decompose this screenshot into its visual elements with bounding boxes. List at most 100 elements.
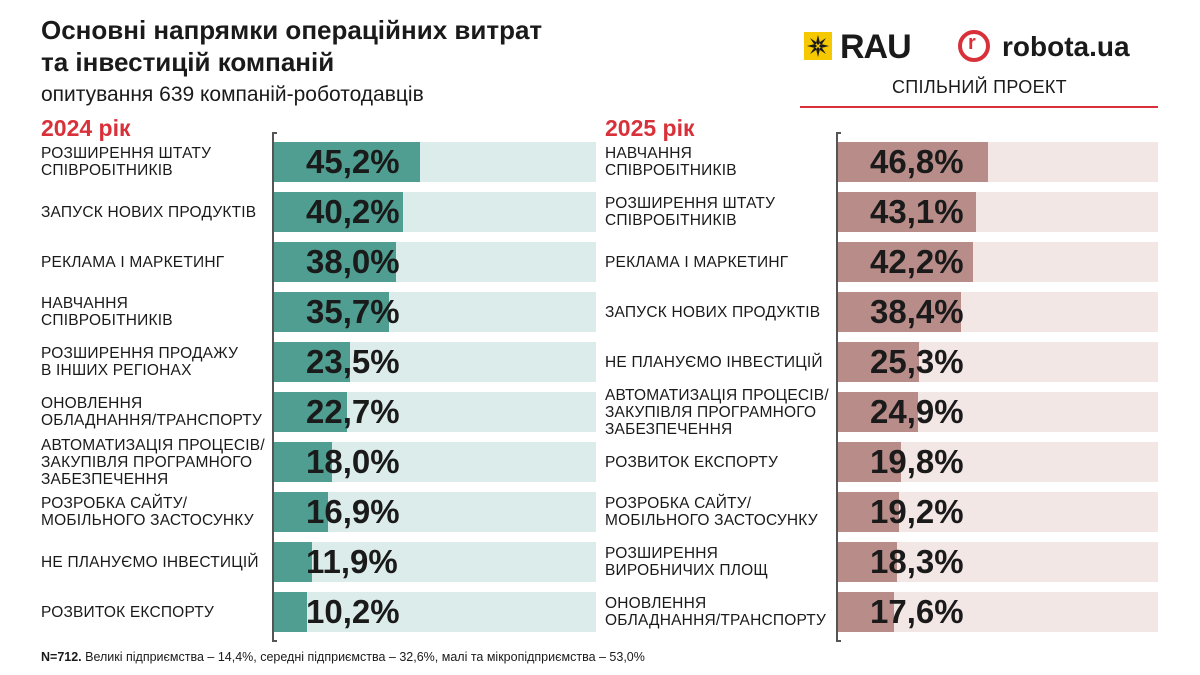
chart-subtitle: опитування 639 компаній-роботодавців [41, 83, 424, 106]
bar-value-label-2025-1: 46,8% [870, 143, 964, 180]
category-label-2024-4: Навчання співробітників [41, 292, 266, 332]
bar-value-label-2025-3: 42,2% [870, 243, 964, 280]
bar-value-label-2025-4: 38,4% [870, 293, 964, 330]
footnote: N=712. Великі підприємства – 14,4%, сере… [41, 649, 645, 665]
bar-2024-5 [274, 342, 350, 382]
category-label-text: Оновлення обладнання/транспорту [41, 395, 262, 429]
category-label-line: Запуск нових продуктів [605, 303, 821, 321]
bar-2025-1 [838, 142, 988, 182]
bar-value-label-2025-2: 43,1% [870, 193, 964, 230]
category-label-line: Автоматизація процесів/ [41, 436, 265, 454]
category-label-2025-10: Оновлення обладнання/транспорту [605, 592, 830, 632]
axis-line-2024 [272, 132, 274, 642]
category-label-line: закупівля програмного [41, 453, 253, 471]
bar-2024-6 [274, 392, 347, 432]
category-label-line: Розвиток експорту [605, 453, 778, 471]
robota-logo-text: robota.ua [1002, 31, 1130, 62]
category-label-2025-1: Навчання співробітників [605, 142, 830, 182]
category-label-line: в інших регіонах [41, 362, 192, 379]
category-label-text: Автоматизація процесів/закупівля програм… [41, 437, 265, 488]
category-label-text: Запуск нових продуктів [605, 304, 820, 321]
category-label-2024-3: Реклама і маркетинг [41, 242, 266, 282]
category-label-text: Розвиток експорту [41, 604, 214, 621]
bar-value-label-2024-1: 45,2% [306, 143, 400, 180]
category-label-2024-7: Автоматизація процесів/закупівля програм… [41, 437, 266, 488]
category-label-line: мобільного застосунку [605, 512, 818, 529]
category-label-line: Розробка сайту/ [605, 495, 752, 512]
bar-2025-3 [838, 242, 973, 282]
bar-2025-10 [838, 592, 894, 632]
category-label-line: мобільного застосунку [41, 512, 254, 529]
bar-2024-4 [274, 292, 389, 332]
bar-2024-7 [274, 442, 332, 482]
bar-value-label-2024-3: 38,0% [306, 243, 400, 280]
category-label-2025-3: Реклама і маркетинг [605, 242, 830, 282]
partner-logos: RAU r robota.ua СПІЛЬНИЙ ПРОЕКТ [800, 26, 1160, 110]
bar-track-2024-9 [274, 542, 596, 582]
year-2025-heading: 2025 рік [605, 115, 695, 141]
category-label-2025-5: Не плануємо інвестицій [605, 342, 830, 382]
category-label-text: Реклама і маркетинг [605, 254, 788, 271]
category-label-text: Розробка сайту/мобільного застосунку [605, 495, 818, 529]
bar-value-label-2024-6: 22,7% [306, 393, 400, 430]
bar-2025-4 [838, 292, 961, 332]
category-label-text: Реклама і маркетинг [41, 254, 224, 271]
footnote-sample-size: N=712. [41, 650, 82, 664]
category-label-text: Автоматизація процесів/закупівля програм… [605, 387, 829, 438]
rau-star-icon [804, 32, 832, 60]
axis-cap-top-2024 [272, 132, 277, 134]
bar-value-label-2025-6: 24,9% [870, 393, 964, 430]
category-label-2024-2: Запуск нових продуктів [41, 192, 266, 232]
bar-2025-9 [838, 542, 897, 582]
bar-track-2024-4 [274, 292, 596, 332]
bar-track-2025-2 [838, 192, 1158, 232]
logo-divider [800, 106, 1158, 108]
bar-2024-9 [274, 542, 312, 582]
bar-2025-8 [838, 492, 899, 532]
category-label-2024-9: Не плануємо інвестицій [41, 542, 266, 582]
bar-2024-2 [274, 192, 403, 232]
category-label-2024-6: Оновлення обладнання/транспорту [41, 392, 266, 432]
category-label-text: Розвиток експорту [605, 454, 778, 471]
category-label-2025-9: Розширення виробничих площ [605, 542, 830, 582]
bar-track-2025-5 [838, 342, 1158, 382]
category-label-line: Автоматизація процесів/ [605, 386, 829, 404]
category-label-2024-8: Розробка сайту/мобільного застосунку [41, 492, 266, 532]
category-label-text: Не плануємо інвестицій [605, 354, 823, 371]
category-label-line: виробничих площ [605, 562, 769, 579]
category-label-text: Навчання співробітників [41, 295, 173, 329]
bar-track-2025-3 [838, 242, 1158, 282]
bar-track-2024-3 [274, 242, 596, 282]
category-label-2025-2: Розширення штату співробітників [605, 192, 830, 232]
bar-value-label-2024-7: 18,0% [306, 443, 400, 480]
category-label-text: Розширення штату співробітників [41, 145, 211, 179]
category-label-line: Запуск нових продуктів [41, 203, 257, 221]
category-label-line: закупівля програмного [605, 403, 817, 421]
rau-logo-text: RAU [840, 28, 912, 66]
bar-track-2024-10 [274, 592, 596, 632]
category-label-text: Розробка сайту/мобільного застосунку [41, 495, 254, 529]
category-label-2024-10: Розвиток експорту [41, 592, 266, 632]
category-label-line: обладнання/транспорту [41, 412, 263, 429]
bar-track-2025-9 [838, 542, 1158, 582]
category-label-2024-1: Розширення штату співробітників [41, 142, 266, 182]
robota-mark-letter: r [968, 32, 976, 54]
axis-cap-top-2025 [836, 132, 841, 134]
category-label-line: забезпечення [605, 420, 733, 438]
category-label-2025-7: Розвиток експорту [605, 442, 830, 482]
bar-track-2024-5 [274, 342, 596, 382]
category-label-line: Оновлення [41, 395, 143, 412]
bar-value-label-2024-9: 11,9% [306, 543, 398, 580]
category-label-line: Розширення штату [41, 145, 212, 162]
category-label-line: співробітників [605, 162, 737, 179]
title-line-1: Основні напрямки операційних витрат [41, 15, 543, 45]
category-label-text: Розширення виробничих площ [605, 545, 768, 579]
category-label-line: Реклама і маркетинг [41, 253, 225, 271]
category-label-2025-4: Запуск нових продуктів [605, 292, 830, 332]
category-label-2024-5: Розширення продажу в інших регіонах [41, 342, 266, 382]
robota-logo-icon: r [958, 30, 990, 62]
bar-track-2024-7 [274, 442, 596, 482]
category-label-line: Розвиток експорту [41, 603, 214, 621]
bar-value-label-2025-5: 25,3% [870, 343, 964, 380]
bar-value-label-2025-7: 19,8% [870, 443, 964, 480]
